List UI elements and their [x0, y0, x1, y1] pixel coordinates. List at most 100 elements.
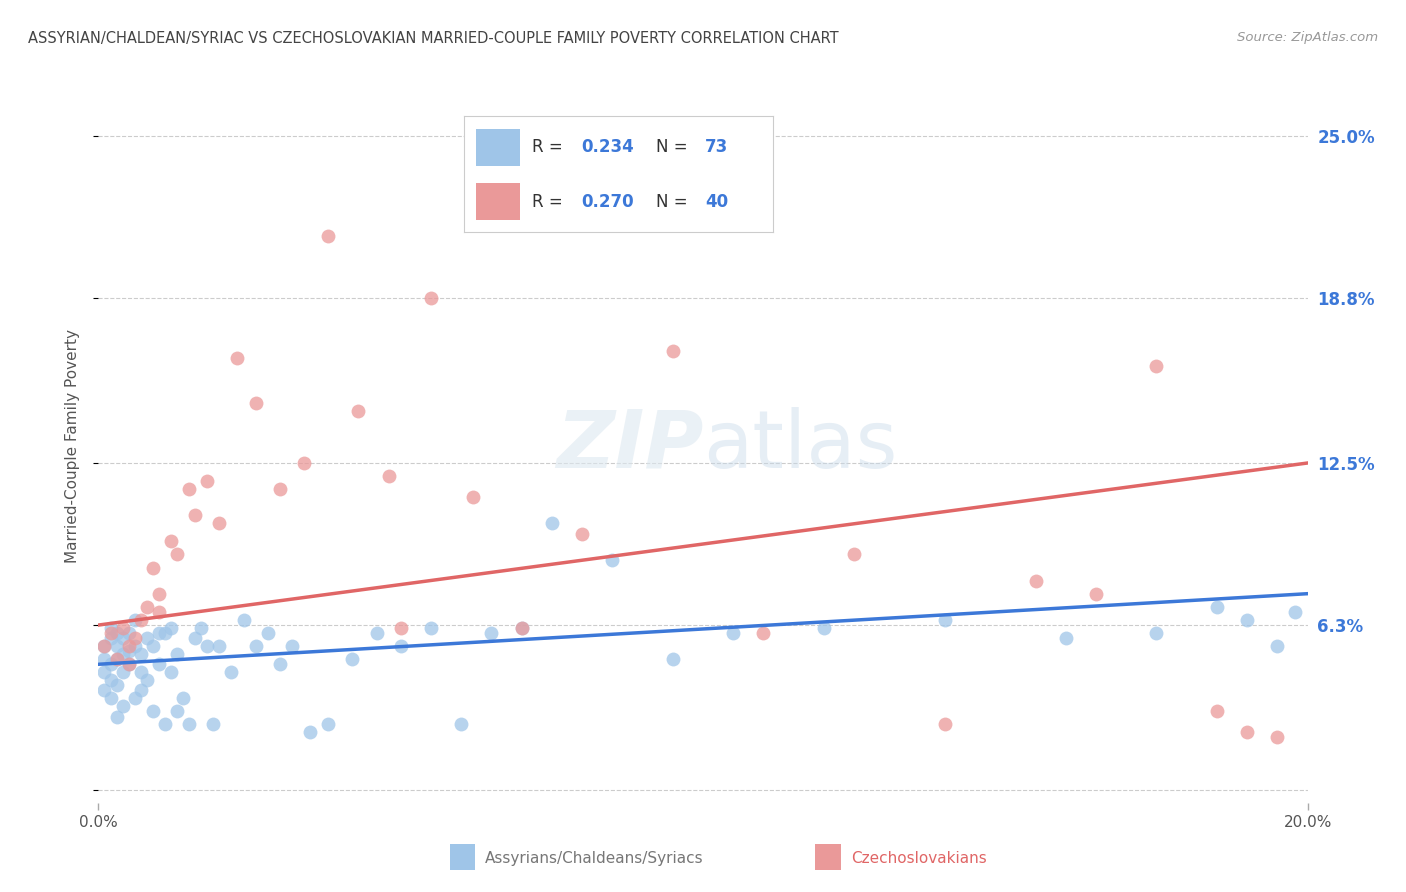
Point: [208, 516, 231, 530]
Text: atlas: atlas: [703, 407, 897, 485]
Point: [481, 626, 503, 640]
Point: [93, 639, 115, 653]
Point: [153, 717, 176, 731]
Point: [463, 490, 485, 504]
Point: [118, 657, 141, 672]
Text: R =: R =: [531, 193, 568, 211]
Point: [347, 403, 370, 417]
Text: 0.270: 0.270: [582, 193, 634, 211]
Point: [129, 665, 152, 679]
Point: [100, 626, 122, 640]
Point: [450, 717, 472, 731]
Point: [510, 621, 533, 635]
Point: [540, 516, 562, 530]
Point: [420, 621, 443, 635]
Point: [1024, 574, 1046, 588]
Point: [124, 691, 146, 706]
Point: [105, 709, 128, 723]
Point: [269, 482, 291, 496]
Point: [148, 587, 170, 601]
Point: [111, 665, 134, 679]
Y-axis label: Married-Couple Family Poverty: Married-Couple Family Poverty: [65, 329, 80, 563]
Point: [662, 343, 685, 358]
Point: [105, 652, 128, 666]
Text: 0.234: 0.234: [582, 138, 634, 156]
Point: [93, 652, 115, 666]
Point: [226, 351, 249, 366]
Point: [256, 626, 278, 640]
Point: [1267, 731, 1289, 745]
Text: N =: N =: [655, 193, 693, 211]
Point: [1085, 587, 1108, 601]
Point: [160, 665, 183, 679]
Point: [93, 639, 115, 653]
Point: [100, 657, 122, 672]
Point: [184, 631, 207, 645]
Point: [366, 626, 388, 640]
Point: [111, 699, 134, 714]
Point: [129, 647, 152, 661]
Point: [602, 552, 624, 566]
Point: [202, 717, 225, 731]
Point: [179, 482, 201, 496]
Text: R =: R =: [531, 138, 568, 156]
Point: [100, 621, 122, 635]
Point: [105, 652, 128, 666]
Text: ASSYRIAN/CHALDEAN/SYRIAC VS CZECHOSLOVAKIAN MARRIED-COUPLE FAMILY POVERTY CORREL: ASSYRIAN/CHALDEAN/SYRIAC VS CZECHOSLOVAK…: [28, 31, 839, 46]
Text: Assyrians/Chaldeans/Syriacs: Assyrians/Chaldeans/Syriacs: [485, 852, 703, 866]
Point: [100, 631, 122, 645]
Point: [93, 683, 115, 698]
Point: [153, 626, 176, 640]
Point: [166, 704, 188, 718]
Point: [118, 644, 141, 658]
Point: [195, 639, 218, 653]
Point: [934, 613, 956, 627]
Point: [124, 631, 146, 645]
Point: [166, 548, 188, 562]
Point: [723, 626, 745, 640]
Point: [1236, 725, 1258, 739]
Point: [184, 508, 207, 523]
Point: [292, 456, 315, 470]
Point: [232, 613, 254, 627]
Point: [662, 652, 685, 666]
Text: Source: ZipAtlas.com: Source: ZipAtlas.com: [1237, 31, 1378, 45]
Point: [269, 657, 291, 672]
Point: [135, 599, 157, 614]
Point: [1267, 639, 1289, 653]
Point: [1284, 605, 1306, 619]
Point: [142, 560, 165, 574]
Point: [148, 605, 170, 619]
Point: [281, 639, 304, 653]
Point: [179, 717, 201, 731]
Point: [571, 526, 593, 541]
Point: [118, 657, 141, 672]
Point: [105, 626, 128, 640]
Point: [245, 396, 267, 410]
Point: [195, 475, 218, 489]
Text: N =: N =: [655, 138, 693, 156]
Point: [1206, 704, 1229, 718]
Point: [118, 639, 141, 653]
Point: [148, 626, 170, 640]
Point: [1054, 631, 1077, 645]
Point: [124, 639, 146, 653]
Bar: [477, 183, 520, 220]
Point: [148, 657, 170, 672]
Point: [316, 228, 339, 243]
Text: Czechoslovakians: Czechoslovakians: [851, 852, 987, 866]
Text: 40: 40: [706, 193, 728, 211]
Point: [221, 665, 243, 679]
Point: [389, 621, 412, 635]
Point: [1236, 613, 1258, 627]
Text: 73: 73: [706, 138, 728, 156]
Point: [111, 631, 134, 645]
Point: [389, 639, 412, 653]
Point: [316, 717, 339, 731]
Point: [752, 626, 775, 640]
Point: [111, 621, 134, 635]
Point: [100, 691, 122, 706]
Point: [844, 548, 866, 562]
Point: [135, 631, 157, 645]
Point: [342, 652, 364, 666]
